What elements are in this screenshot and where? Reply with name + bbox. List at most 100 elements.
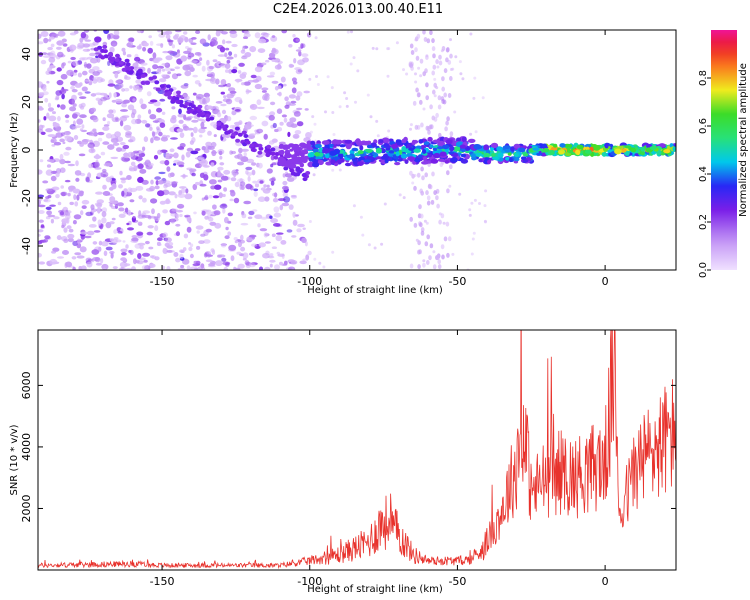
noise-blob	[270, 155, 275, 161]
streak-blob	[253, 143, 259, 148]
noise-blob	[88, 224, 97, 228]
noise-blob	[56, 40, 65, 46]
noise-faint-blob	[361, 233, 365, 237]
noise-blob	[238, 62, 245, 67]
noise-blob	[184, 70, 192, 77]
noise-blob	[82, 48, 91, 52]
noise-blob	[84, 235, 92, 239]
noise-blob	[158, 171, 166, 175]
noise-blob	[253, 191, 258, 197]
noise-blob	[63, 238, 69, 243]
band-blob	[514, 152, 519, 158]
noise-column-blob	[433, 116, 438, 122]
streak-blob	[257, 150, 263, 155]
noise-blob	[121, 103, 127, 108]
band-blob	[672, 146, 676, 152]
streak-blob	[155, 87, 161, 92]
noise-column-blob	[408, 61, 413, 67]
noise-faint-blob	[442, 221, 446, 225]
noise-blob	[192, 263, 201, 267]
noise-blob	[236, 251, 242, 255]
noise-blob	[197, 156, 205, 161]
band-blob	[336, 159, 344, 163]
noise-blob	[161, 134, 168, 140]
noise-blob	[219, 162, 225, 166]
noise-blob	[227, 231, 232, 236]
noise-column-blob	[409, 43, 414, 49]
noise-faint-blob	[371, 46, 375, 50]
noise-blob	[241, 213, 247, 219]
noise-blob	[141, 119, 148, 124]
band-blob	[346, 154, 353, 159]
noise-blob	[137, 221, 143, 226]
noise-blob	[188, 242, 191, 245]
noise-faint-blob	[312, 173, 316, 177]
noise-blob	[171, 44, 175, 49]
noise-blob	[177, 146, 185, 150]
noise-blob	[246, 158, 255, 164]
noise-blob	[96, 202, 102, 208]
noise-column-blob	[417, 92, 421, 98]
band-blob	[640, 146, 645, 152]
band-blob	[439, 151, 447, 157]
noise-blob	[134, 56, 141, 62]
noise-blob	[51, 33, 59, 37]
band-blob	[309, 157, 315, 162]
noise-blob	[265, 187, 272, 191]
noise-blob	[162, 247, 167, 253]
noise-faint-blob	[346, 30, 350, 34]
noise-blob	[45, 188, 53, 192]
noise-blob	[108, 109, 114, 114]
noise-blob	[286, 177, 295, 182]
noise-blob	[73, 214, 82, 220]
noise-blob	[203, 92, 210, 98]
noise-blob	[115, 117, 120, 122]
noise-blob	[92, 257, 100, 261]
noise-blob	[38, 204, 46, 208]
band-blob	[317, 159, 324, 166]
noise-blob	[60, 104, 66, 110]
noise-blob	[137, 66, 141, 70]
band-blob	[395, 151, 400, 157]
noise-blob	[102, 184, 107, 190]
noise-blob	[43, 55, 51, 58]
noise-blob	[252, 79, 260, 83]
noise-blob	[161, 68, 166, 72]
noise-blob	[43, 238, 49, 243]
noise-blob	[300, 43, 304, 49]
streak-blob	[102, 44, 108, 49]
noise-blob	[201, 146, 206, 151]
band-blob	[375, 147, 382, 154]
noise-blob	[138, 210, 142, 217]
noise-blob	[127, 104, 135, 111]
noise-faint-blob	[483, 204, 487, 208]
noise-blob	[189, 243, 194, 247]
noise-column-blob	[423, 37, 428, 42]
noise-faint-blob	[484, 220, 487, 224]
streak-blob	[237, 132, 243, 137]
noise-blob	[201, 210, 206, 216]
noise-blob	[243, 36, 248, 39]
noise-blob	[210, 121, 218, 127]
band-blob	[391, 143, 398, 149]
noise-column-blob	[437, 264, 442, 270]
band-blob	[437, 158, 445, 162]
noise-blob	[49, 204, 56, 207]
noise-blob	[264, 94, 270, 101]
noise-blob	[44, 98, 49, 103]
noise-blob	[163, 180, 171, 184]
noise-blob	[220, 175, 229, 181]
noise-column-blob	[418, 204, 422, 210]
band-blob	[521, 156, 527, 161]
noise-blob	[38, 81, 44, 88]
noise-faint-blob	[461, 77, 465, 81]
noise-column-blob	[437, 104, 442, 110]
noise-blob	[102, 126, 110, 131]
noise-blob	[124, 87, 130, 92]
noise-blob	[52, 111, 56, 115]
noise-blob	[154, 176, 162, 180]
noise-blob	[185, 117, 192, 121]
noise-blob	[76, 242, 82, 249]
noise-blob	[111, 217, 116, 221]
colorbar-tick-label: 0.6	[698, 118, 709, 134]
